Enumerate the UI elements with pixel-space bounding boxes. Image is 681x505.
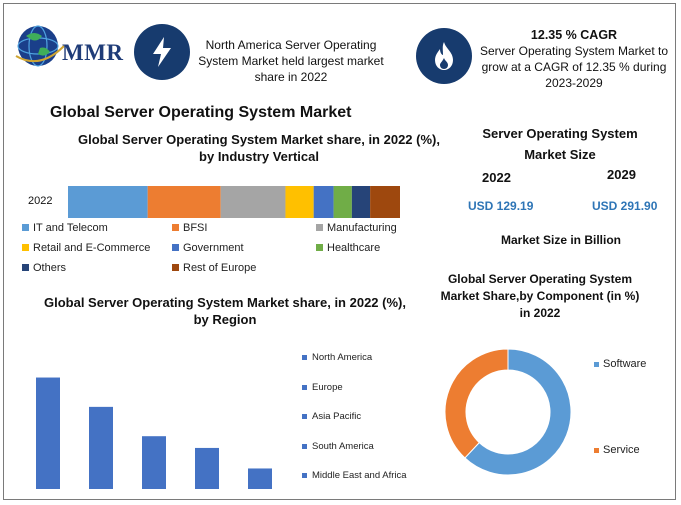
region-bar-middle-east-and-africa: [248, 468, 272, 489]
industry-chart-title: Global Server Operating System Market sh…: [78, 132, 440, 164]
industry-legend-item-government: Government: [172, 242, 244, 254]
industry-legend-item-others: Others: [22, 262, 66, 274]
legend-swatch: [302, 443, 307, 449]
industry-segment-bfsi: [147, 186, 221, 218]
legend-swatch: [302, 414, 307, 419]
industry-legend-item-it-and-telecom: IT and Telecom: [22, 222, 108, 234]
legend-label: North America: [312, 352, 373, 363]
globe-icon: [15, 25, 65, 67]
logo: MMR: [14, 22, 134, 72]
industry-legend-item-healthcare: Healthcare: [316, 242, 380, 254]
market-value-2029: USD 291.90: [592, 199, 658, 213]
legend-label: BFSI: [183, 222, 208, 234]
industry-segment-manufacturing: [220, 186, 286, 218]
region-legend-item-north-america: North America: [302, 352, 372, 363]
market-value-2022: USD 129.19: [468, 199, 534, 213]
logo-text: MMR: [62, 40, 124, 65]
component-chart-title: Global Server Operating System Market Sh…: [440, 272, 640, 320]
region-legend-item-asia-pacific: Asia Pacific: [302, 411, 361, 422]
industry-stacked-bar: [68, 186, 400, 218]
legend-label: Government: [183, 242, 244, 254]
component-legend-item-service: Service: [594, 444, 640, 456]
flame-icon-badge: [416, 28, 472, 84]
region-legend-item-south-america: South America: [302, 441, 374, 452]
industry-legend-item-rest-of-europe: Rest of Europe: [172, 262, 256, 274]
legend-swatch: [302, 384, 307, 390]
region-bar-europe: [89, 406, 113, 489]
industry-segment-government: [313, 186, 334, 218]
donut-slice-service: [444, 348, 509, 459]
legend-swatch: [316, 224, 323, 231]
legend-swatch: [172, 224, 179, 231]
legend-label: IT and Telecom: [33, 222, 108, 234]
legend-label: Software: [603, 358, 647, 370]
industry-year-label: 2022: [28, 195, 53, 207]
legend-label: Healthcare: [327, 242, 381, 254]
industry-segment-others: [351, 186, 371, 218]
legend-swatch: [172, 264, 179, 271]
cagr-title: 12.35 % CAGR: [530, 28, 618, 42]
lightning-icon: [153, 37, 171, 67]
industry-segment-it-and-telecom: [68, 186, 148, 218]
legend-swatch: [594, 448, 599, 453]
legend-label: South America: [312, 440, 374, 452]
legend-label: Europe: [312, 381, 343, 393]
region-chart-title: Global Server Operating System Market sh…: [44, 295, 406, 327]
legend-swatch: [302, 355, 307, 360]
legend-label: Service: [603, 444, 640, 456]
component-donut-chart: [444, 348, 572, 476]
legend-label: Rest of Europe: [183, 262, 257, 274]
industry-legend-item-manufacturing: Manufacturing: [316, 222, 397, 234]
region-bar-south-america: [195, 447, 219, 489]
region-legend-item-middle-east-and-africa: Middle East and Africa: [302, 470, 407, 481]
market-year-2022: 2022: [482, 170, 511, 185]
industry-legend-item-bfsi: BFSI: [172, 222, 207, 234]
donut-slice-software: [464, 348, 572, 476]
legend-swatch: [22, 264, 29, 271]
legend-label: Others: [33, 262, 67, 274]
region-legend-item-europe: Europe: [302, 382, 343, 393]
legend-label: Manufacturing: [327, 222, 397, 234]
legend-label: Middle East and Africa: [312, 470, 407, 481]
component-legend-item-software: Software: [594, 358, 646, 370]
market-size-unit: Market Size in Billion: [500, 233, 622, 247]
legend-label: Retail and E-Commerce: [33, 242, 151, 254]
legend-label: Asia Pacific: [312, 411, 362, 422]
industry-segment-rest-of-europe: [370, 186, 400, 218]
legend-swatch: [594, 362, 599, 367]
fact-cagr: Server Operating System Market to grow a…: [479, 44, 669, 90]
market-size-title: Server Operating System Market Size: [482, 126, 638, 162]
fact-north-america: North America Server Operating System Ma…: [198, 38, 384, 84]
infographic-frame: [3, 3, 676, 500]
region-bar-asia-pacific: [142, 436, 166, 489]
legend-swatch: [172, 244, 179, 251]
industry-segment-retail-and-e-commerce: [285, 186, 314, 218]
region-bar-north-america: [36, 377, 60, 489]
flame-icon: [435, 42, 453, 70]
legend-swatch: [316, 244, 323, 251]
lightning-icon-badge: [134, 24, 190, 80]
legend-swatch: [22, 244, 29, 251]
industry-segment-healthcare: [333, 186, 352, 218]
market-year-2029: 2029: [607, 167, 636, 182]
main-title: Global Server Operating System Market: [50, 104, 352, 121]
region-bar-chart: [36, 377, 272, 489]
legend-swatch: [302, 473, 307, 478]
legend-swatch: [22, 224, 29, 231]
industry-legend-item-retail-and-e-commerce: Retail and E-Commerce: [22, 242, 150, 254]
